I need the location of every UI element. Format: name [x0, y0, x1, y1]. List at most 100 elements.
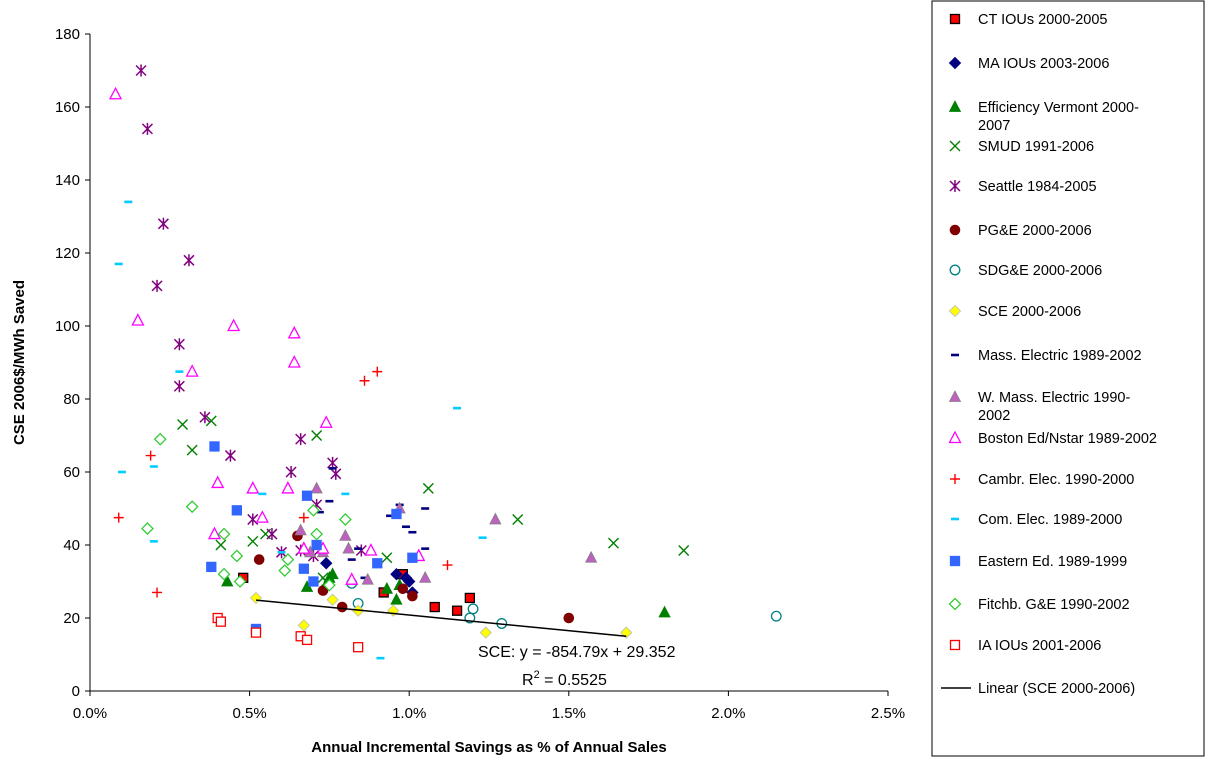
data-point — [151, 279, 163, 292]
data-point — [451, 605, 463, 616]
legend-item: SMUD 1991-2006 — [949, 139, 1094, 155]
x-tick-label: 0.0% — [73, 705, 107, 722]
data-point — [246, 481, 260, 494]
data-point — [131, 313, 145, 326]
legend-label: CT IOUs 2000-2005 — [978, 12, 1108, 28]
data-point — [422, 482, 434, 494]
y-tick-label: 20 — [63, 610, 80, 627]
legend-item: CT IOUs 2000-2005 — [949, 12, 1108, 28]
data-point — [364, 543, 378, 556]
data-point — [113, 512, 124, 523]
legend-item: Boston Ed/Nstar 1989-2002 — [948, 430, 1157, 447]
data-point — [407, 552, 418, 563]
x-tick-label: 1.5% — [552, 705, 586, 722]
data-point — [247, 513, 259, 526]
legend-item: Cambr. Elec. 1990-2000 — [950, 472, 1134, 488]
x-tick-label: 2.0% — [711, 705, 745, 722]
data-point — [173, 338, 185, 351]
legend-label: Eastern Ed. 1989-1999 — [978, 554, 1127, 570]
data-point — [209, 441, 220, 452]
data-point — [207, 526, 222, 540]
data-point — [479, 626, 493, 639]
y-tick-label: 160 — [55, 99, 80, 116]
data-point — [186, 444, 198, 456]
y-tick-label: 180 — [55, 26, 80, 43]
data-point — [233, 575, 247, 588]
legend-item: Mass. Electric 1989-2002 — [951, 348, 1142, 364]
legend-label: Linear (SCE 2000-2006) — [978, 681, 1135, 697]
data-point — [199, 411, 211, 424]
data-point — [372, 558, 383, 569]
legend-swatch — [948, 304, 962, 318]
data-point — [308, 576, 319, 587]
data-point — [211, 475, 225, 489]
data-point — [287, 355, 301, 368]
data-point — [336, 601, 348, 613]
legend-label: Boston Ed/Nstar 1989-2002 — [978, 431, 1157, 447]
data-point — [183, 254, 195, 267]
data-point — [397, 583, 409, 595]
y-tick-label: 60 — [63, 464, 80, 481]
data-point — [173, 380, 185, 393]
data-point — [658, 605, 671, 618]
data-point — [327, 456, 339, 469]
data-point — [294, 523, 307, 536]
legend-label: IA IOUs 2001-2006 — [978, 638, 1101, 654]
data-point — [141, 522, 154, 535]
data-point — [402, 575, 416, 588]
data-point — [380, 581, 394, 594]
data-point — [512, 513, 524, 525]
data-point — [339, 529, 352, 541]
data-point — [227, 318, 241, 332]
data-point — [355, 544, 367, 557]
data-point — [177, 419, 189, 431]
y-tick-label: 40 — [63, 537, 80, 554]
plot-area: 0 20 40 60 80 100 120 140 160 180 0.0% 0.5% 1.0% 1.5… — [55, 26, 905, 722]
y-axis-ticks: 0 20 40 60 80 100 120 140 160 180 — [55, 26, 90, 700]
legend-item: IA IOUs 2001-2006 — [949, 638, 1101, 654]
data-point — [206, 561, 217, 573]
data-point — [215, 616, 227, 627]
legend-swatch — [949, 264, 961, 276]
data-point — [345, 572, 359, 585]
legend-item: Fitchb. G&E 1990-2002 — [948, 597, 1130, 613]
data-point — [278, 564, 292, 577]
data-point — [217, 527, 231, 541]
data-point — [295, 433, 307, 446]
data-point — [230, 549, 244, 563]
legend-swatch — [948, 390, 962, 402]
series-11 — [113, 366, 453, 598]
data-point — [607, 537, 619, 549]
legend-item: Efficiency Vermont 2000-2007 — [948, 100, 1139, 134]
data-point — [390, 567, 403, 581]
x-tick-label: 0.5% — [232, 705, 266, 722]
data-point — [418, 570, 432, 583]
series-9 — [294, 481, 598, 585]
data-point — [319, 415, 333, 428]
data-point — [359, 375, 370, 386]
series-14 — [141, 432, 352, 592]
data-point — [298, 563, 310, 574]
data-point — [390, 592, 403, 605]
legend-swatch — [949, 224, 961, 236]
y-axis-title: CSE 2006$/MWh Saved — [11, 280, 28, 445]
y-tick-label: 140 — [55, 172, 80, 189]
legend-item: Seattle 1984-2005 — [949, 179, 1097, 195]
legend-item: Com. Elec. 1989-2000 — [951, 512, 1122, 528]
trendline-equation: SCE: y = -854.79x + 29.352 — [478, 644, 676, 661]
data-point — [215, 539, 227, 551]
data-point — [361, 572, 374, 585]
series-4 — [135, 64, 367, 562]
data-point — [301, 490, 313, 501]
data-point — [322, 578, 336, 592]
data-point — [326, 593, 339, 606]
legend-swatch — [949, 140, 961, 152]
data-point — [442, 560, 453, 571]
series-8 — [315, 467, 430, 580]
data-point — [231, 505, 242, 516]
sce-trendline — [255, 599, 627, 638]
legend-swatch — [948, 430, 962, 444]
data-point — [407, 590, 418, 602]
legend-label: SMUD 1991-2006 — [978, 139, 1094, 155]
data-point — [298, 512, 309, 523]
